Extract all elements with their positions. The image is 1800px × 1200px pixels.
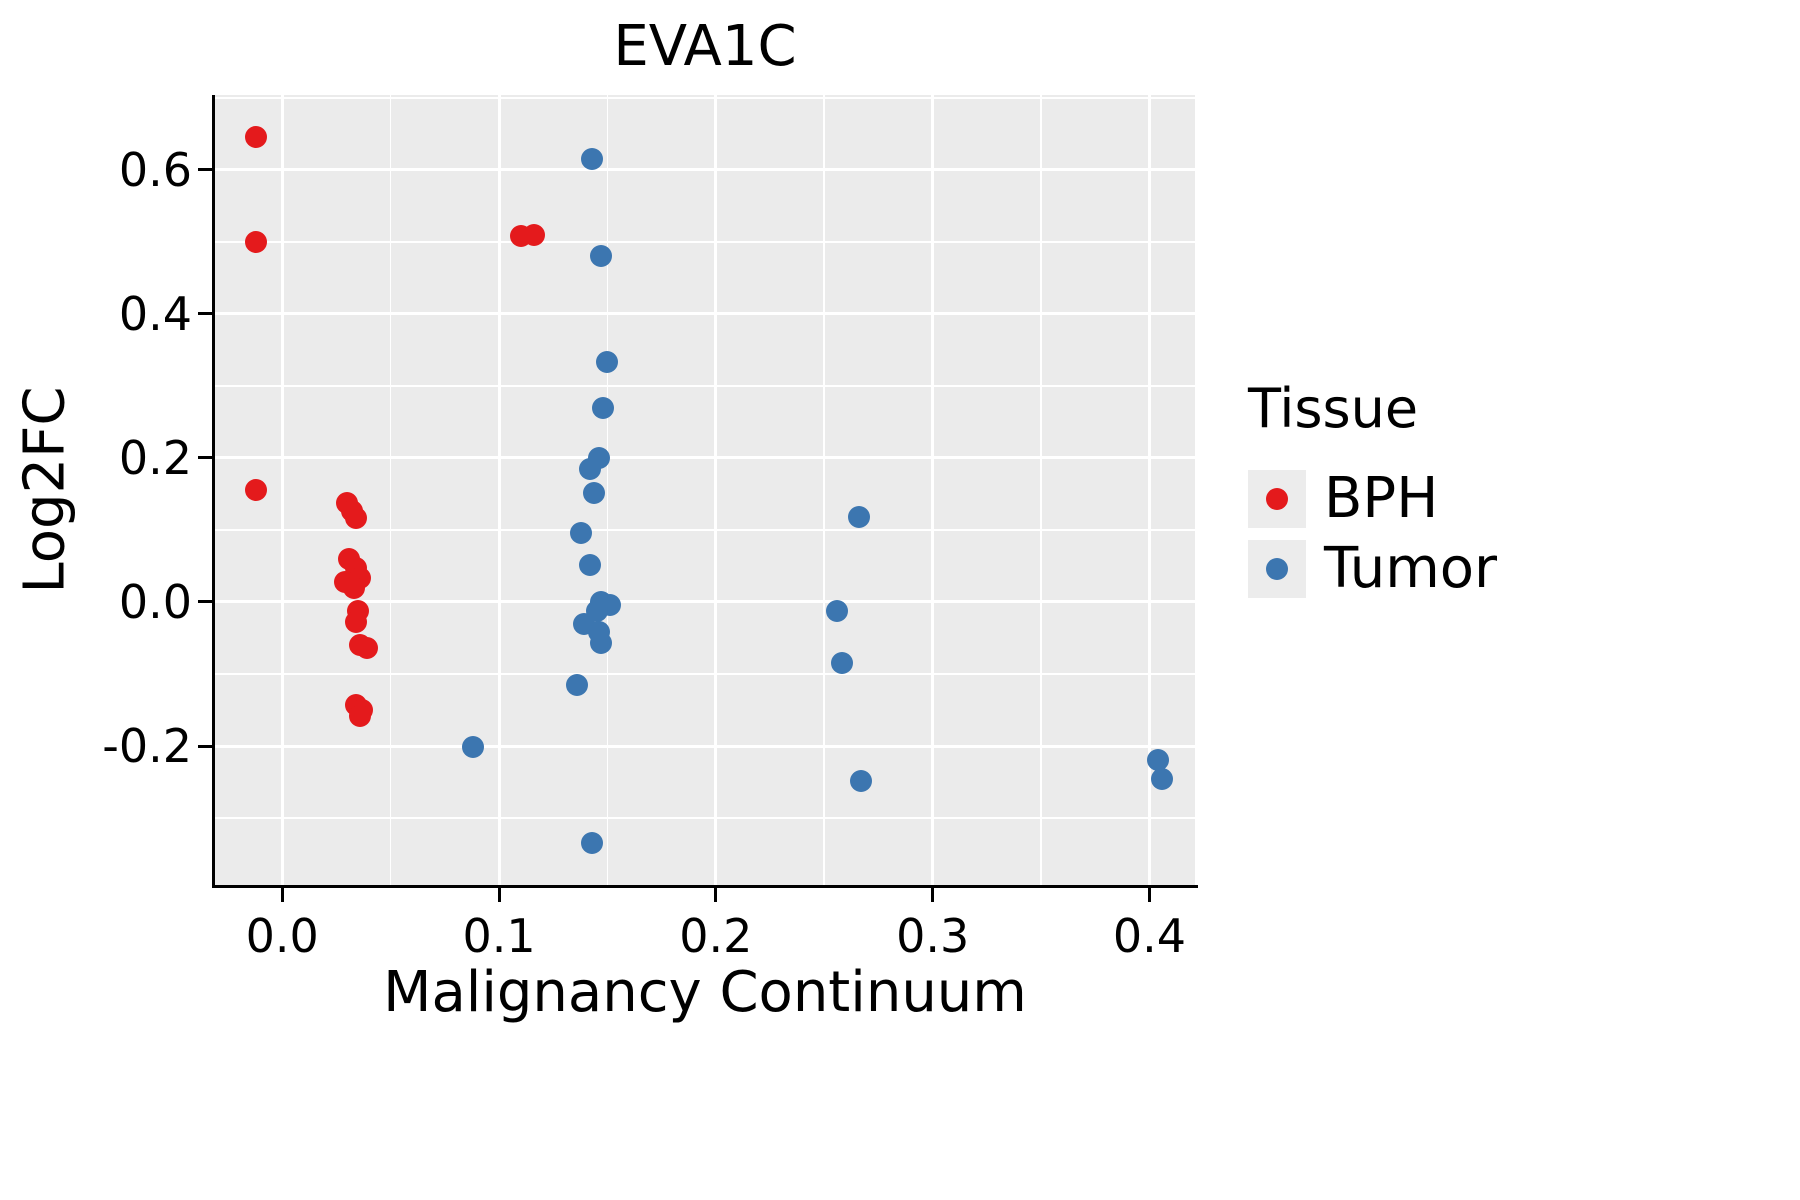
y-tick-label: 0.6 — [118, 142, 192, 197]
x-tick-label: 0.0 — [245, 909, 319, 963]
data-point-tumor — [1147, 749, 1170, 772]
y-major-gridline — [215, 168, 1195, 172]
x-major-gridline — [714, 95, 718, 885]
legend-item-tumor: Tumor — [1248, 540, 1497, 598]
x-tick-mark — [1147, 888, 1151, 902]
data-point-bph — [245, 230, 268, 253]
legend: Tissue BPH Tumor — [1248, 382, 1497, 610]
y-minor-gridline — [215, 673, 1195, 675]
x-tick-label: 0.4 — [1112, 909, 1187, 963]
data-point-bph — [355, 637, 378, 660]
y-tick-label: -0.2 — [102, 719, 192, 773]
legend-key — [1248, 470, 1306, 528]
data-point-bph — [522, 223, 545, 246]
x-tick-label: 0.2 — [679, 909, 753, 963]
data-point-tumor — [579, 554, 602, 577]
data-point-tumor — [566, 673, 589, 696]
x-tick-mark — [497, 888, 501, 902]
x-axis-line — [212, 885, 1198, 888]
data-point-tumor — [589, 245, 612, 268]
data-point-tumor — [592, 396, 615, 419]
legend-items: BPH Tumor — [1248, 470, 1497, 598]
y-minor-gridline — [215, 529, 1195, 531]
data-point-bph — [245, 479, 268, 502]
y-tick-label: 0.0 — [118, 574, 192, 629]
data-point-bph — [342, 576, 365, 599]
data-point-tumor — [583, 482, 606, 505]
y-tick-mark — [198, 168, 212, 172]
data-point-tumor — [570, 521, 593, 544]
x-minor-gridline — [1040, 95, 1042, 885]
y-major-gridline — [215, 744, 1195, 748]
data-point-bph — [344, 611, 367, 634]
chart-title: EVA1C — [613, 14, 797, 79]
y-tick-mark — [198, 456, 212, 460]
y-tick-label: 0.2 — [118, 430, 192, 485]
y-tick-mark — [198, 312, 212, 316]
x-minor-gridline — [606, 95, 609, 885]
x-major-gridline — [1147, 95, 1151, 885]
y-minor-gridline — [215, 97, 1195, 99]
y-major-gridline — [215, 312, 1195, 316]
data-point-bph — [245, 126, 268, 149]
y-major-gridline — [215, 456, 1195, 460]
x-major-gridline — [931, 95, 935, 885]
data-point-tumor — [589, 632, 612, 655]
plot-panel — [215, 95, 1195, 885]
x-minor-gridline — [823, 95, 825, 885]
data-point-tumor — [847, 506, 870, 528]
data-point-tumor — [462, 736, 484, 759]
data-point-tumor — [850, 769, 873, 792]
y-axis-label: Log2FC — [12, 386, 77, 594]
x-minor-gridline — [389, 95, 392, 885]
x-tick-mark — [280, 888, 284, 902]
y-major-gridline — [215, 600, 1195, 604]
data-point-bph — [349, 704, 372, 727]
x-tick-mark — [714, 888, 718, 902]
x-tick-label: 0.3 — [896, 909, 970, 963]
y-tick-label: 0.4 — [118, 286, 192, 341]
data-point-tumor — [596, 351, 619, 374]
x-tick-mark — [931, 888, 935, 902]
legend-item-bph: BPH — [1248, 470, 1497, 528]
legend-label: Tumor — [1324, 536, 1498, 601]
data-point-tumor — [826, 599, 849, 622]
data-point-tumor — [1151, 768, 1174, 791]
y-tick-mark — [198, 600, 212, 604]
data-point-tumor — [581, 832, 604, 855]
legend-title: Tissue — [1248, 377, 1419, 440]
y-tick-mark — [198, 744, 212, 748]
y-minor-gridline — [215, 385, 1195, 387]
x-axis-label: Malignancy Continuum — [383, 960, 1027, 1025]
data-point-bph — [344, 506, 367, 529]
y-minor-gridline — [215, 817, 1195, 819]
data-point-tumor — [579, 458, 602, 481]
legend-swatch-icon — [1266, 488, 1288, 510]
x-major-gridline — [280, 95, 284, 885]
x-tick-label: 0.1 — [462, 909, 536, 963]
data-point-tumor — [581, 148, 604, 171]
legend-key — [1248, 540, 1306, 598]
x-major-gridline — [497, 95, 501, 885]
y-minor-gridline — [215, 241, 1195, 243]
y-axis-line — [212, 95, 215, 888]
legend-label: BPH — [1324, 466, 1439, 531]
data-point-tumor — [830, 652, 853, 675]
legend-swatch-icon — [1266, 558, 1288, 580]
